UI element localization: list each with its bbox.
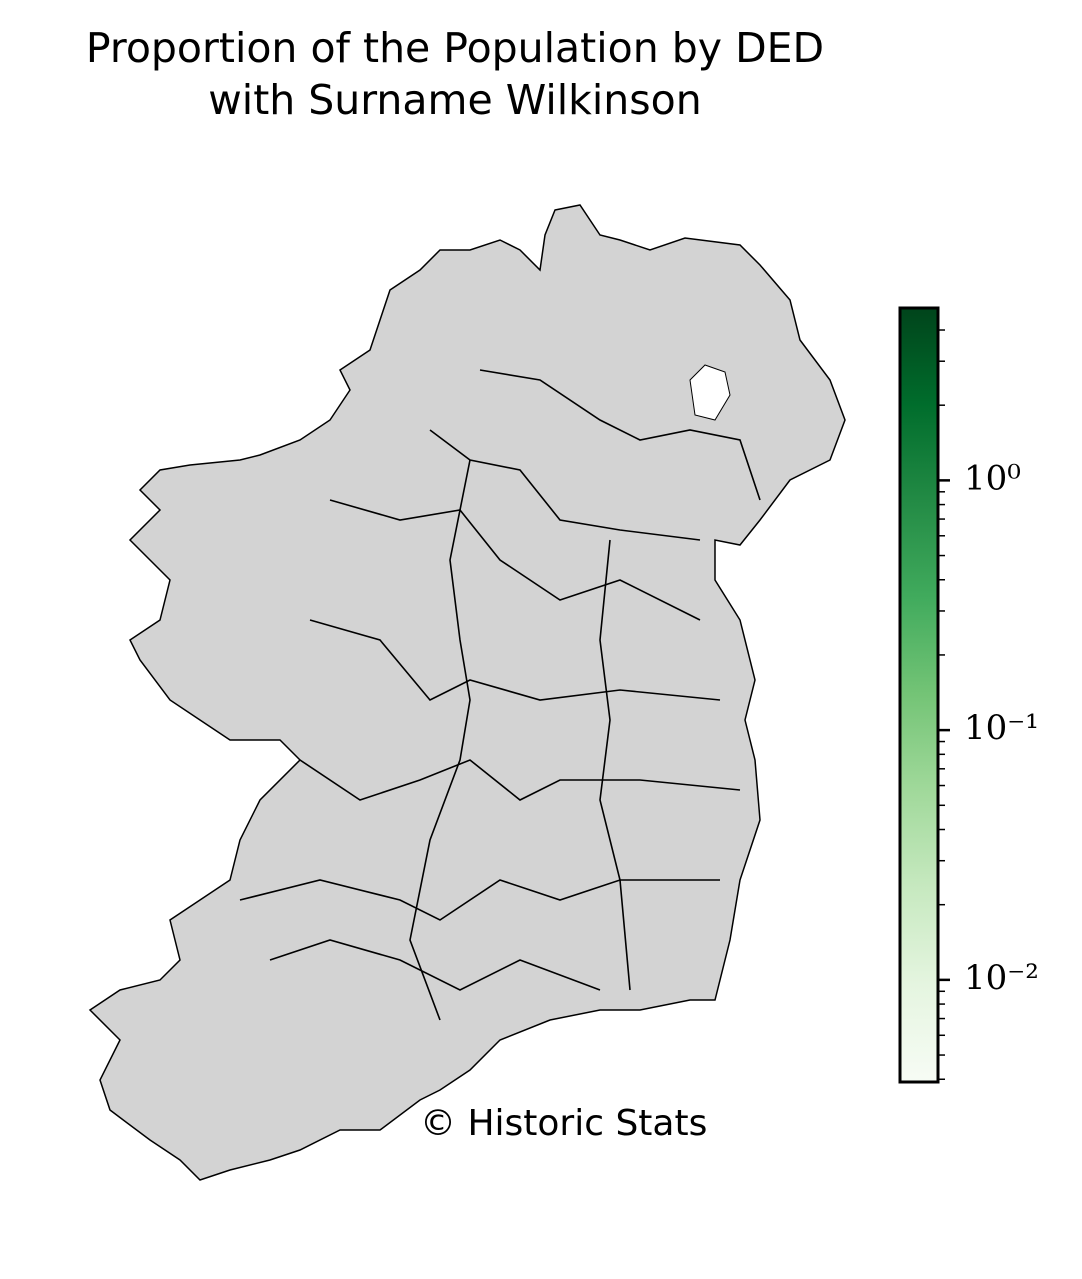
lake [689, 364, 731, 421]
county-borders [239, 369, 761, 1021]
colorbar-tick-label: 10⁰ [964, 458, 1021, 498]
title-line: with Surname Wilkinson [208, 76, 701, 124]
colorbar-tick-label: 10⁻² [964, 958, 1039, 998]
title-line: Proportion of the Population by DED [86, 24, 824, 72]
credit: © Historic Stats [420, 1103, 707, 1144]
island-outline [88, 204, 846, 1181]
colorbar [898, 306, 940, 1084]
island [88, 204, 846, 1181]
colorbar-tick-label: 10⁻¹ [964, 708, 1039, 748]
